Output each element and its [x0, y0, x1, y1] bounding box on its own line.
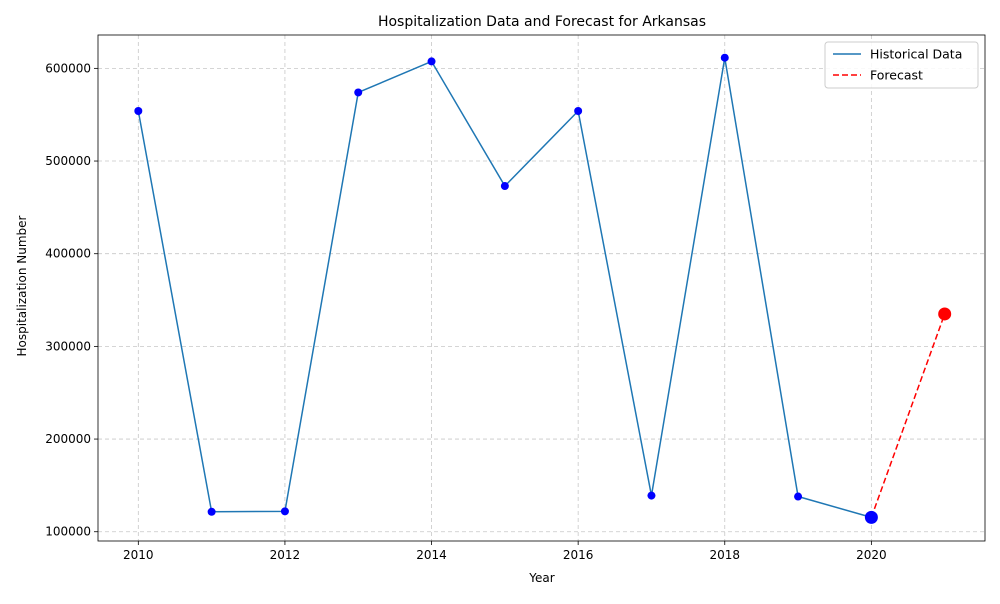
historical-point	[207, 507, 216, 516]
y-tick-label: 200000	[45, 432, 91, 446]
historical-point	[794, 492, 803, 501]
last-historical-point	[864, 510, 878, 524]
x-axis-label: Year	[528, 571, 554, 585]
legend-label-0: Historical Data	[870, 47, 962, 62]
historical-point	[647, 491, 656, 500]
y-axis-label: Hospitalization Number	[15, 215, 29, 356]
legend: Historical Data Forecast	[824, 41, 979, 89]
historical-point	[280, 507, 289, 516]
y-tick-label: 400000	[45, 247, 91, 261]
y-tick-label: 500000	[45, 154, 91, 168]
x-tick-label: 2016	[563, 548, 594, 562]
x-tick-label: 2020	[856, 548, 887, 562]
historical-point	[720, 53, 729, 62]
y-tick-label: 300000	[45, 339, 91, 353]
historical-point	[134, 106, 143, 115]
forecast-point	[938, 307, 952, 321]
x-tick-label: 2012	[270, 548, 301, 562]
historical-point	[354, 88, 363, 97]
series-line-1	[870, 313, 946, 518]
plot-frame	[97, 34, 986, 542]
historical-point	[500, 182, 509, 191]
legend-box	[824, 41, 979, 89]
chart-title: Hospitalization Data and Forecast for Ar…	[378, 14, 706, 30]
series-line-0	[137, 57, 872, 519]
x-tick-label: 2018	[709, 548, 740, 562]
y-tick-label: 600000	[45, 61, 91, 75]
legend-label-1: Forecast	[870, 68, 923, 83]
x-tick-label: 2010	[123, 548, 154, 562]
series-layer	[134, 53, 952, 524]
y-tick-label: 100000	[45, 525, 91, 539]
historical-point	[574, 106, 583, 115]
historical-point	[427, 57, 436, 66]
grid-layer	[98, 35, 985, 541]
x-tick-label: 2014	[416, 548, 447, 562]
axes-layer: 2010 2012 2014 2016 2018 2020 100000 200000 3000…	[45, 34, 986, 562]
